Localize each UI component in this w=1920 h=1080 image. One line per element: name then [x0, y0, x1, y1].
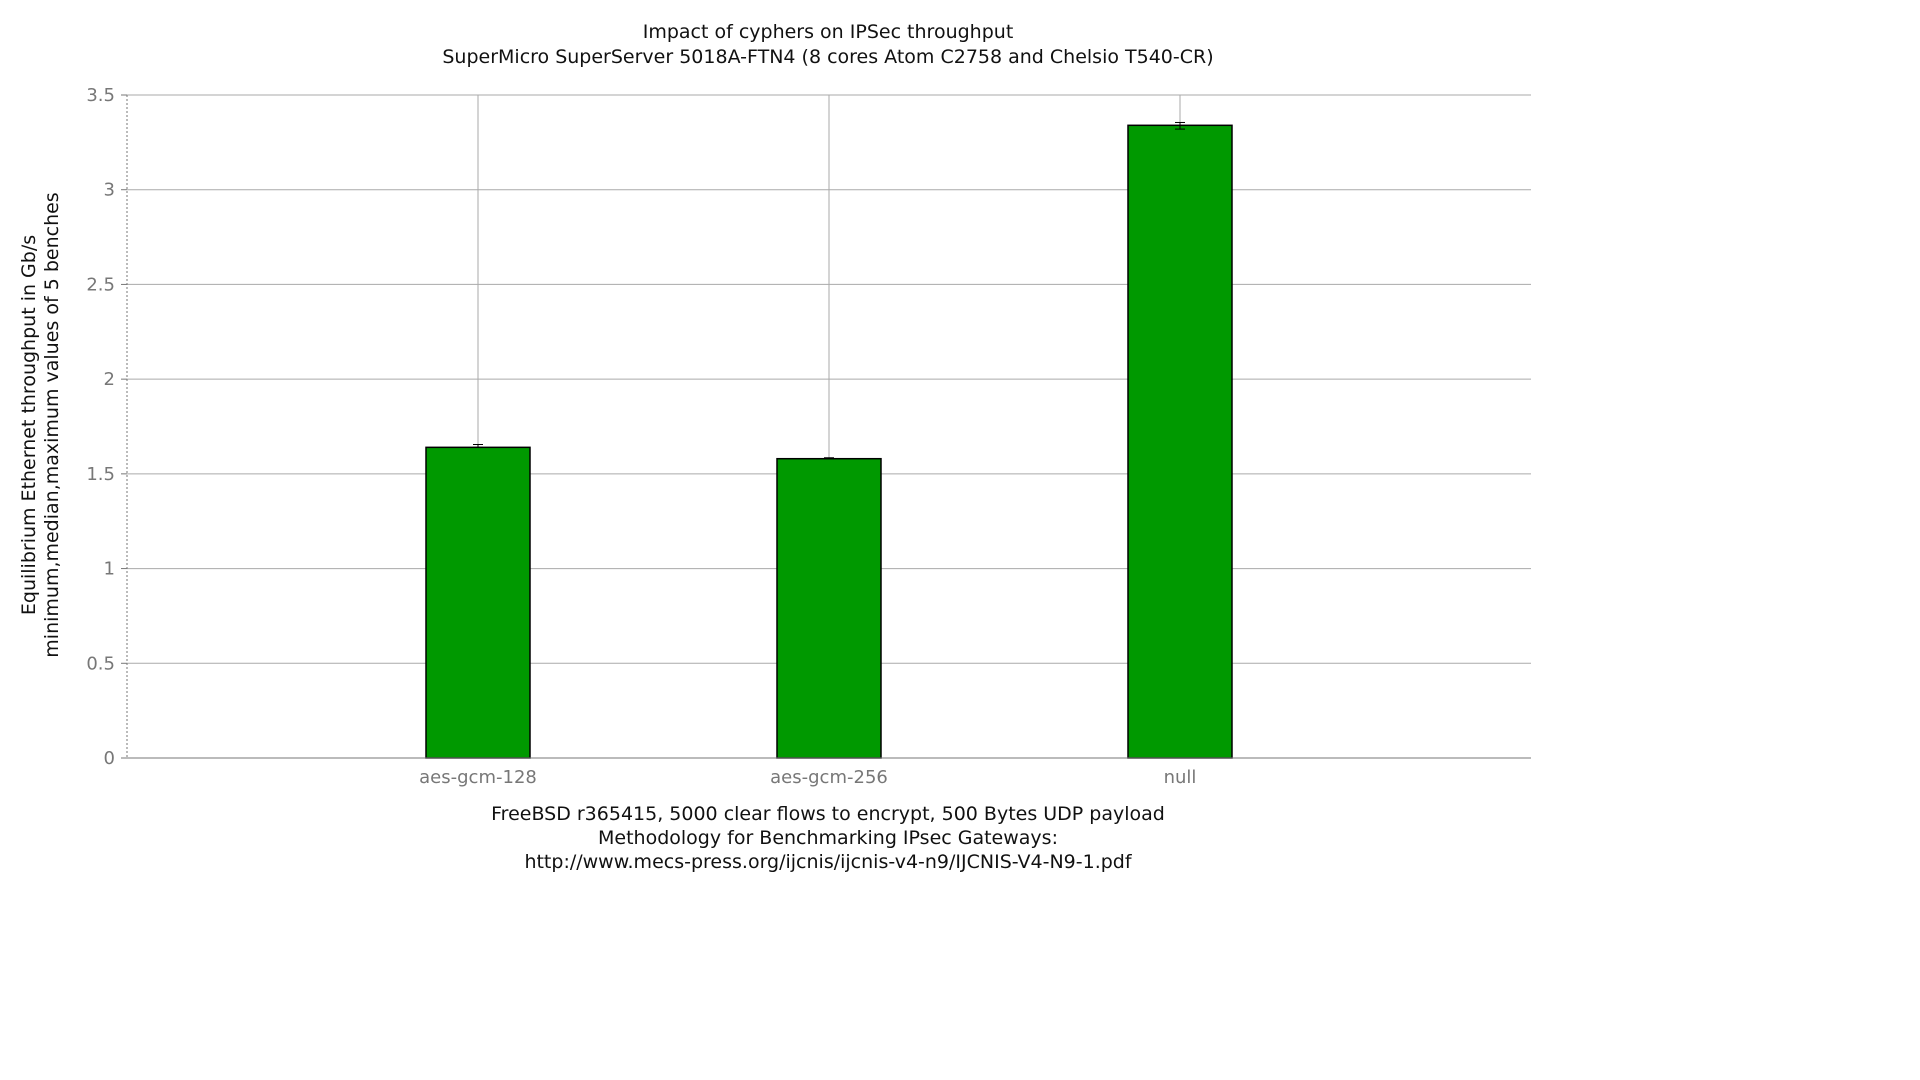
y-tick-label: 0.5	[86, 653, 115, 674]
chart-title: Impact of cyphers on IPSec throughput	[643, 21, 1014, 43]
y-tick-labels: 0 0.5 1 1.5 2 2.5 3 3.5	[86, 85, 115, 769]
chart-svg: 0 0.5 1 1.5 2 2.5 3 3.5 aes-gcm-128 aes-gcm-256 n…	[18, 21, 1531, 873]
bar-aes-gcm-256	[776, 457, 882, 759]
chart-subtitle: SuperMicro SuperServer 5018A-FTN4 (8 cor…	[442, 46, 1213, 68]
y-tick-label: 2.5	[86, 274, 115, 295]
x-tick-label: aes-gcm-256	[770, 767, 888, 788]
bar-aes-gcm-128	[425, 446, 531, 759]
y-axis-label-2: minimum,median,maximum values of 5 bench…	[41, 192, 63, 657]
bar-null	[1127, 124, 1233, 759]
error-layer	[473, 121, 1185, 460]
y-tick-label: 0	[104, 748, 115, 769]
x-tick-label: aes-gcm-128	[419, 767, 537, 788]
error-bar-aes-gcm-128	[473, 443, 483, 448]
error-bar-aes-gcm-256	[824, 457, 834, 460]
y-tick-label: 2	[104, 369, 115, 390]
x-axis-label-2: Methodology for Benchmarking IPsec Gatew…	[598, 827, 1058, 849]
x-axis-label-3: http://www.mecs-press.org/ijcnis/ijcnis-…	[524, 851, 1132, 873]
y-tick-label: 3.5	[86, 85, 115, 106]
y-tick-label: 3	[104, 180, 115, 201]
y-tick-label: 1.5	[86, 464, 115, 485]
x-tick-labels: aes-gcm-128 aes-gcm-256 null	[419, 767, 1196, 788]
error-bar-null	[1175, 121, 1185, 130]
chart: 0 0.5 1 1.5 2 2.5 3 3.5 aes-gcm-128 aes-gcm-256 n…	[18, 21, 1531, 873]
y-tick-label: 1	[104, 559, 115, 580]
y-axis-label: Equilibrium Ethernet throughput in Gb/s	[18, 235, 40, 615]
x-tick-label: null	[1164, 767, 1197, 788]
axis-layer	[126, 95, 1531, 759]
x-axis-label: FreeBSD r365415, 5000 clear flows to enc…	[491, 803, 1165, 825]
